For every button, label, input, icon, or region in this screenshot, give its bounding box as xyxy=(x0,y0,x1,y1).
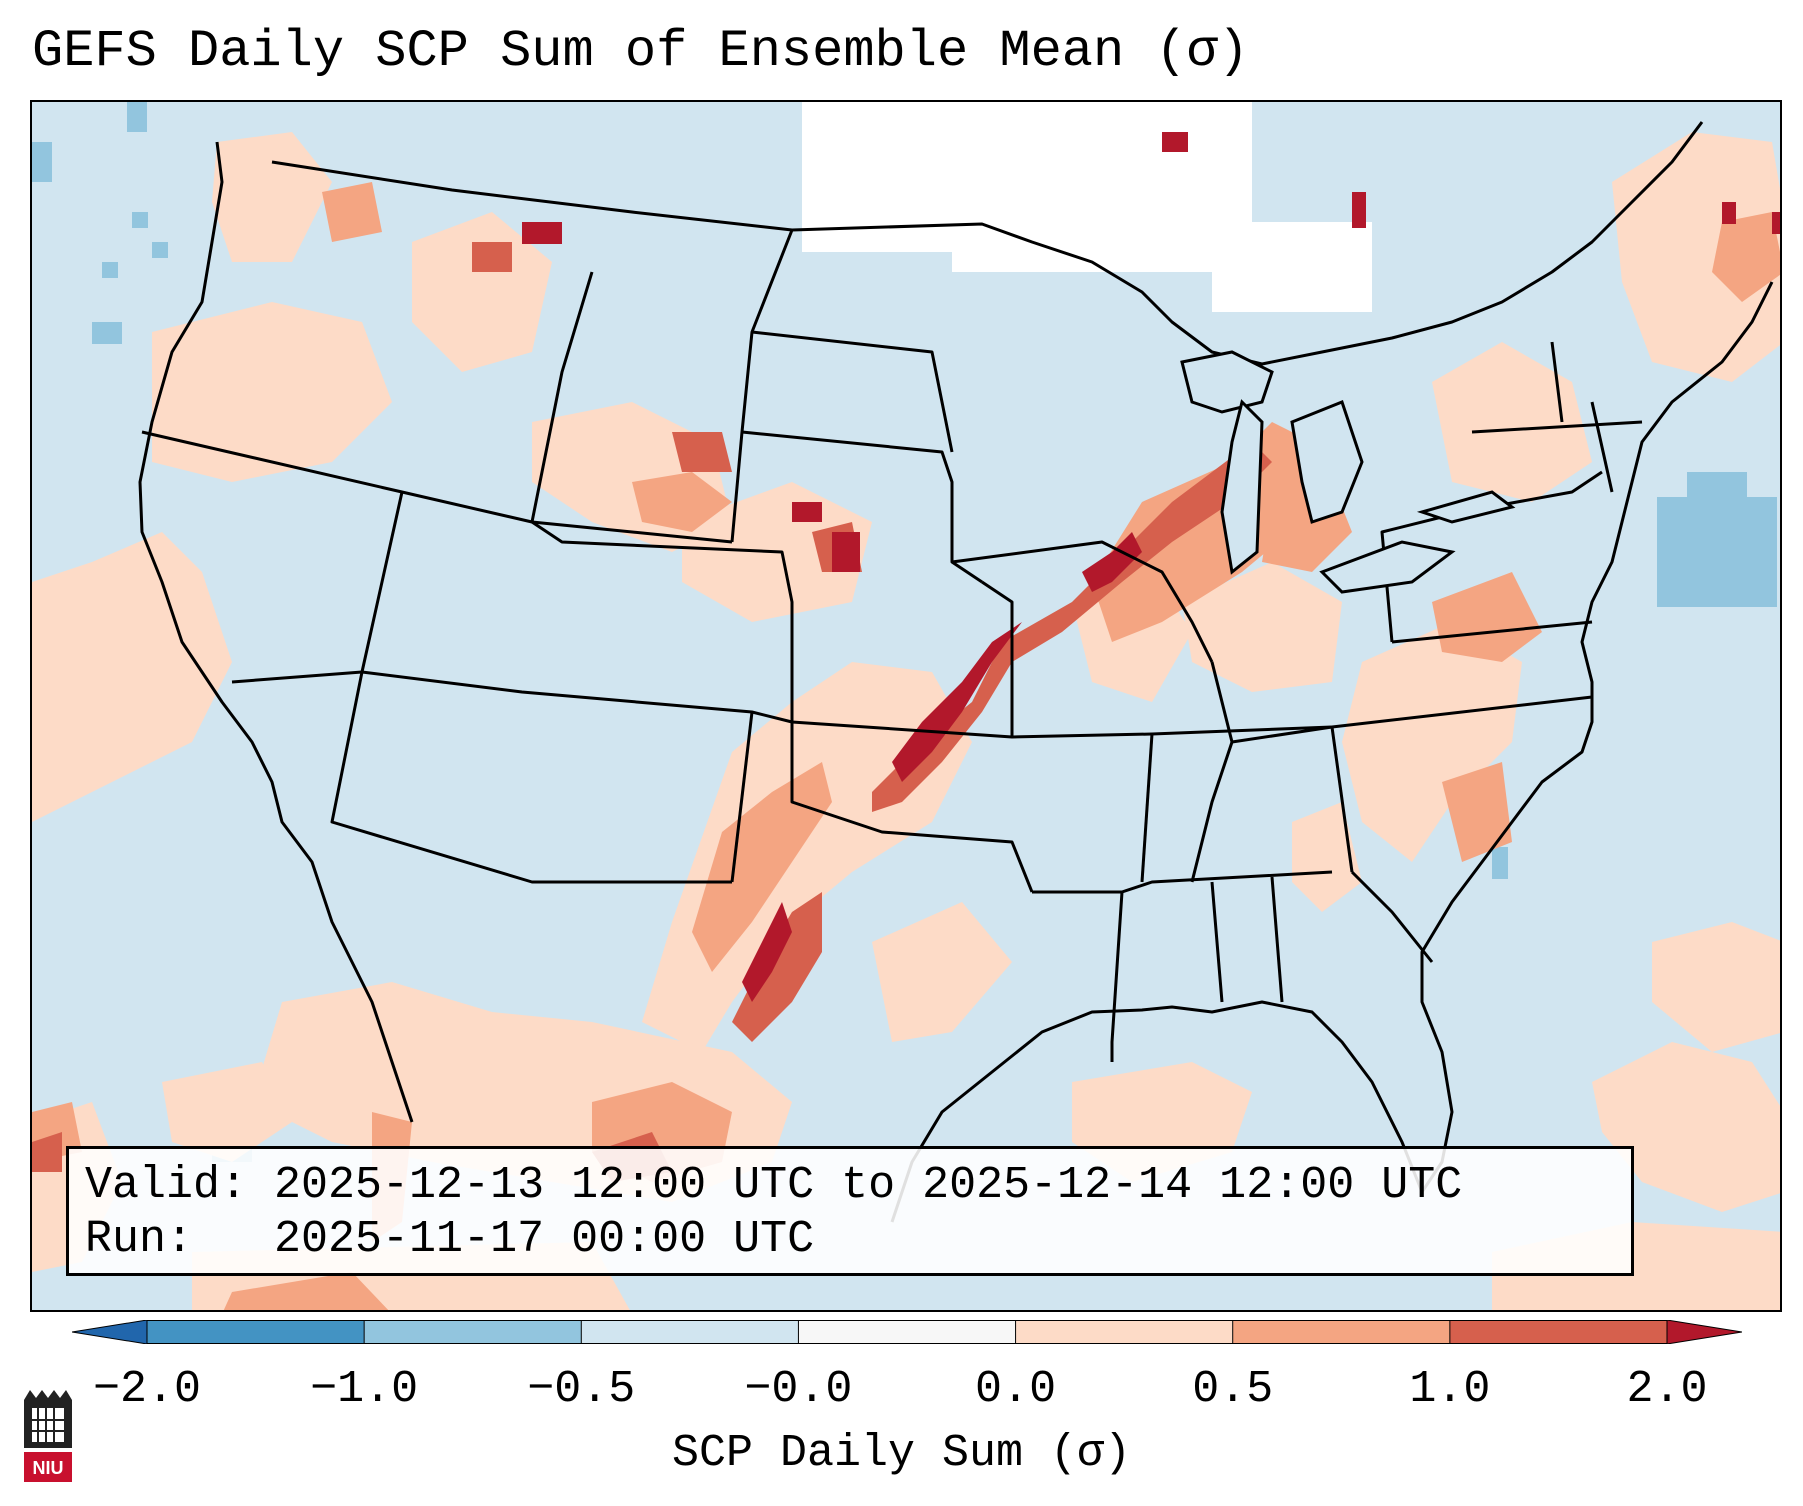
info-box: Valid: 2025-12-13 12:00 UTC to 2025-12-1… xyxy=(66,1146,1634,1276)
colorbar-tick-label: −0.0 xyxy=(744,1364,853,1415)
colorbar-tick-label: 1.0 xyxy=(1409,1364,1491,1415)
no-data-region xyxy=(802,102,1372,312)
chart-title: GEFS Daily SCP Sum of Ensemble Mean (σ) xyxy=(32,22,1249,81)
colorbar-tick-label: −0.5 xyxy=(527,1364,636,1415)
colorbar-tick-label: 2.0 xyxy=(1626,1364,1708,1415)
slightly-above-normal-areas xyxy=(32,132,1780,1310)
colorbar-label: SCP Daily Sum (σ) xyxy=(671,1428,1132,1479)
colorbar-tick-label: −1.0 xyxy=(310,1364,419,1415)
colorbar-segment xyxy=(147,1320,365,1344)
niu-logo-text: NIU xyxy=(33,1458,64,1478)
colorbar-tick-label: 0.5 xyxy=(1192,1364,1274,1415)
boundaries xyxy=(138,121,1774,1223)
colorbar-segment xyxy=(798,1320,1017,1344)
colorbar-segment xyxy=(581,1320,799,1344)
colorbar-segment xyxy=(1015,1320,1234,1344)
colorbar xyxy=(72,1320,1742,1344)
colorbar-segment xyxy=(364,1320,582,1344)
valid-time-text: Valid: 2025-12-13 12:00 UTC to 2025-12-1… xyxy=(85,1160,1463,1211)
niu-logo: NIU xyxy=(20,1388,76,1497)
colorbar-segment xyxy=(1232,1320,1451,1344)
colorbar-tick-label: 0.0 xyxy=(975,1364,1057,1415)
colorbar-extend-high xyxy=(1666,1320,1742,1344)
colorbar-extend-low xyxy=(72,1320,148,1344)
map-panel xyxy=(30,100,1782,1312)
colorbar-tick-label: −2.0 xyxy=(92,1364,202,1415)
run-time-text: Run: 2025-11-17 00:00 UTC xyxy=(85,1214,815,1265)
extreme-values-cells xyxy=(522,132,1780,1002)
colorbar-segment xyxy=(1449,1320,1668,1344)
great-lakes xyxy=(1180,350,1516,594)
map-canvas xyxy=(32,102,1780,1310)
